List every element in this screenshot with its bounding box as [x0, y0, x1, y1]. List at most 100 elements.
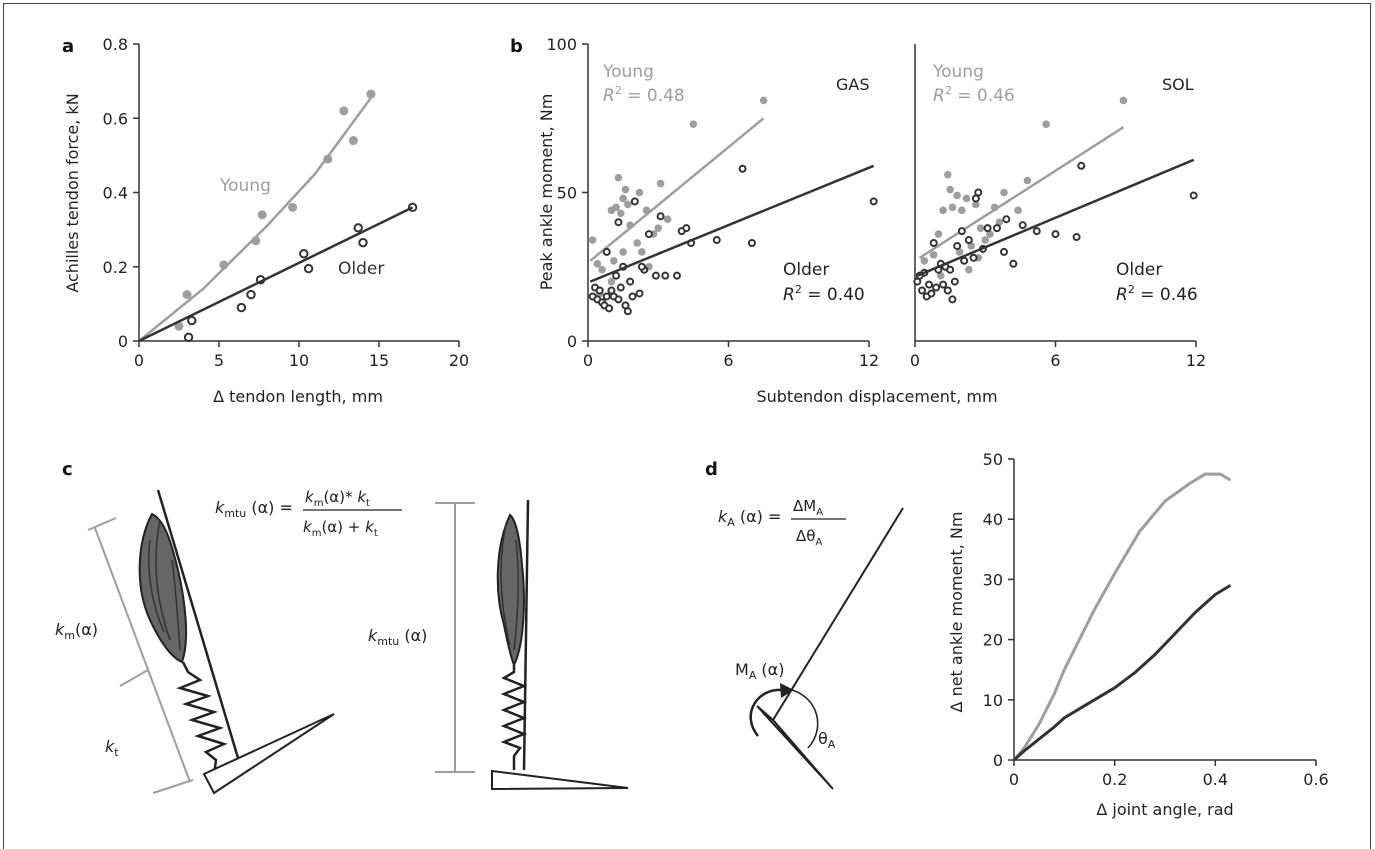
- km-label: km(α): [55, 620, 98, 642]
- young-point: [948, 203, 957, 212]
- young-point: [981, 236, 990, 244]
- older-point: [950, 277, 959, 286]
- older-point: [932, 283, 941, 292]
- young-point: [663, 215, 672, 224]
- y-tick-label: 30: [983, 570, 1003, 589]
- young-point: [614, 173, 623, 182]
- older-point: [929, 238, 938, 247]
- young-curve: [1012, 472, 1232, 761]
- x-tick-label: 0: [134, 351, 144, 370]
- young-point: [986, 230, 994, 238]
- angle-arc: [791, 689, 819, 749]
- older-point: [358, 237, 368, 248]
- panel-a-older-label: Older: [338, 259, 384, 279]
- young-point: [619, 248, 627, 256]
- older-point: [614, 218, 623, 227]
- young-point: [1023, 176, 1032, 185]
- young-point: [958, 206, 966, 215]
- young-point: [635, 188, 644, 197]
- older-point: [187, 315, 197, 326]
- older-point: [353, 223, 363, 233]
- x-tick-label: 0.2: [1102, 770, 1127, 789]
- kmtu-equation-numerator: km(α)* kt: [305, 488, 370, 509]
- y-tick-label: 0: [567, 332, 577, 351]
- young-point: [995, 218, 1004, 226]
- foot-right: [491, 769, 629, 791]
- y-tick-label: 0: [993, 751, 1003, 770]
- older-point: [672, 271, 681, 280]
- older-fit-line: [916, 158, 1195, 277]
- panel-d-xlabel: Δ joint angle, rad: [1096, 800, 1233, 819]
- young-point: [609, 257, 618, 265]
- older-point: [299, 249, 309, 259]
- young-point: [348, 136, 358, 146]
- older-fit-line: [589, 164, 875, 283]
- older-point: [637, 262, 646, 271]
- theta-label: θA: [818, 729, 836, 751]
- older-point: [999, 247, 1008, 256]
- x-tick-label: 0: [583, 351, 593, 370]
- young-point: [976, 224, 985, 232]
- older-point: [595, 286, 604, 295]
- young-point: [588, 236, 597, 244]
- figure-frame: [3, 3, 1371, 849]
- young-point: [182, 290, 192, 300]
- older-point: [953, 241, 962, 250]
- moment-arrow-arc: [749, 688, 783, 737]
- young-point: [288, 202, 298, 212]
- older-point: [992, 224, 1001, 233]
- panel-a-xlabel: Δ tendon length, mm: [213, 387, 383, 406]
- young-point: [366, 89, 376, 99]
- x-tick-label: 0: [910, 351, 920, 370]
- older-point: [1051, 230, 1060, 239]
- older-point: [644, 230, 653, 239]
- young-point: [1042, 120, 1050, 128]
- x-tick-label: 12: [859, 351, 879, 370]
- older-point: [1032, 227, 1041, 236]
- older-point: [246, 289, 256, 300]
- older-point: [183, 332, 194, 342]
- older-point: [1072, 233, 1081, 242]
- panel-b-sol-older-r2-value: 0.46: [1160, 285, 1198, 305]
- ka-equation-numerator: ΔMA: [793, 497, 823, 518]
- panel-a-chart: 0 5 10 15 20 0 0.2 0.4 0.6 0.8: [103, 35, 470, 370]
- x-tick-label: 10: [289, 351, 309, 370]
- moment-arrow-head: [780, 683, 794, 698]
- young-point: [934, 230, 943, 238]
- kmtu-bracket: [435, 502, 475, 773]
- older-point: [612, 271, 621, 280]
- panel-b-xlabel: Subtendon displacement, mm: [756, 387, 997, 406]
- y-tick-label: 20: [983, 631, 1003, 650]
- young-point: [962, 194, 971, 203]
- panel-b-gas-young-r2-value: 0.48: [647, 86, 685, 106]
- older-point: [661, 271, 670, 280]
- young-point: [1119, 96, 1128, 105]
- young-point: [953, 191, 961, 200]
- foot-triangle: [756, 705, 834, 790]
- ma-label: MA (α): [735, 660, 784, 682]
- panel-b-sol-young-r2-value: 0.46: [977, 86, 1015, 106]
- panel-d-ylabel: Δ net ankle moment, Nm: [947, 512, 966, 713]
- panel-label-d: d: [705, 459, 718, 480]
- panel-a-young-label: Young: [219, 176, 271, 196]
- older-point: [614, 295, 623, 304]
- older-point: [656, 212, 665, 221]
- older-point: [983, 224, 992, 233]
- young-point: [656, 179, 665, 188]
- older-point: [626, 277, 635, 286]
- older-point: [957, 227, 966, 236]
- y-tick-label: 0: [118, 332, 128, 351]
- km-bracket: [87, 517, 194, 794]
- older-point: [651, 271, 660, 280]
- y-tick-label: 40: [983, 510, 1003, 529]
- foot-left: [202, 713, 335, 795]
- young-point: [624, 200, 632, 209]
- panel-b-sol-chart: 0 6 12: [910, 44, 1206, 370]
- older-point: [927, 289, 936, 298]
- x-tick-label: 0: [1009, 770, 1019, 789]
- young-point: [1000, 188, 1008, 197]
- older-point: [747, 238, 756, 247]
- older-point: [943, 286, 952, 295]
